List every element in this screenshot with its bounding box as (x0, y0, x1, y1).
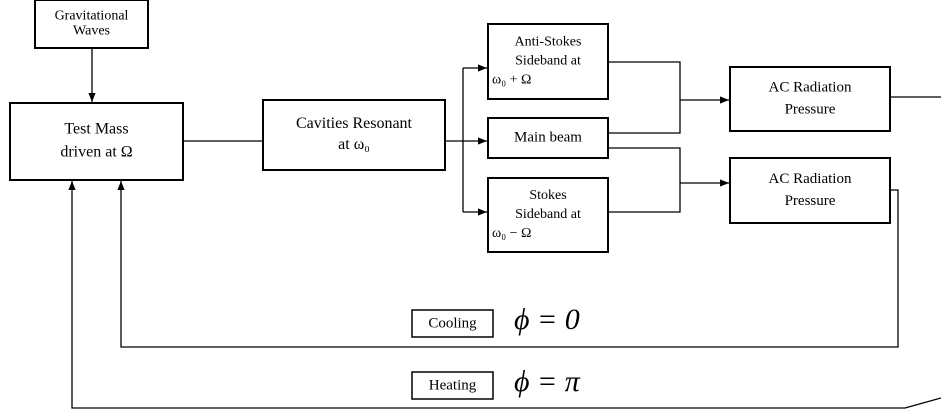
node-box (487, 177, 609, 253)
feedback-heating (68, 181, 941, 409)
node-label: AC Radiation (769, 79, 852, 95)
label-tag: Cooling (428, 315, 477, 331)
node-box (729, 157, 891, 224)
node-label: Waves (73, 24, 110, 39)
line (608, 147, 681, 183)
node-box (487, 117, 609, 159)
node-box (487, 23, 609, 100)
node-box (34, 0, 149, 49)
line (608, 61, 681, 100)
node-label: ω₀ + Ω (492, 73, 531, 88)
node-label: AC Radiation (769, 171, 852, 187)
line (608, 100, 681, 134)
node-label: ω₀ − Ω (492, 226, 531, 241)
node-label: Anti-Stokes (515, 35, 582, 50)
label-box (411, 309, 494, 338)
node-label: Gravitational (55, 9, 129, 24)
node-label: Cavities Resonant (296, 115, 413, 132)
node-label: Test Mass (64, 121, 128, 138)
label-formula: ϕ = π (514, 365, 581, 398)
line (608, 183, 681, 213)
node-box (9, 102, 184, 181)
label-box (411, 371, 494, 400)
node-label: Pressure (785, 101, 836, 117)
connectors (68, 48, 941, 409)
node-box (729, 66, 891, 132)
label-formula: ϕ = 0 (514, 303, 580, 336)
node-label: Stokes (529, 188, 566, 203)
node-box (262, 99, 446, 171)
node-label: Pressure (785, 193, 836, 209)
node-label: Sideband at (515, 54, 581, 69)
node-label: at ω₀ (338, 136, 370, 153)
node-label: driven at Ω (60, 144, 132, 161)
feedback-cooling (117, 181, 899, 348)
label-tag: Heating (429, 377, 477, 393)
node-label: Sideband at (515, 207, 581, 222)
node-label: Main beam (514, 129, 582, 145)
